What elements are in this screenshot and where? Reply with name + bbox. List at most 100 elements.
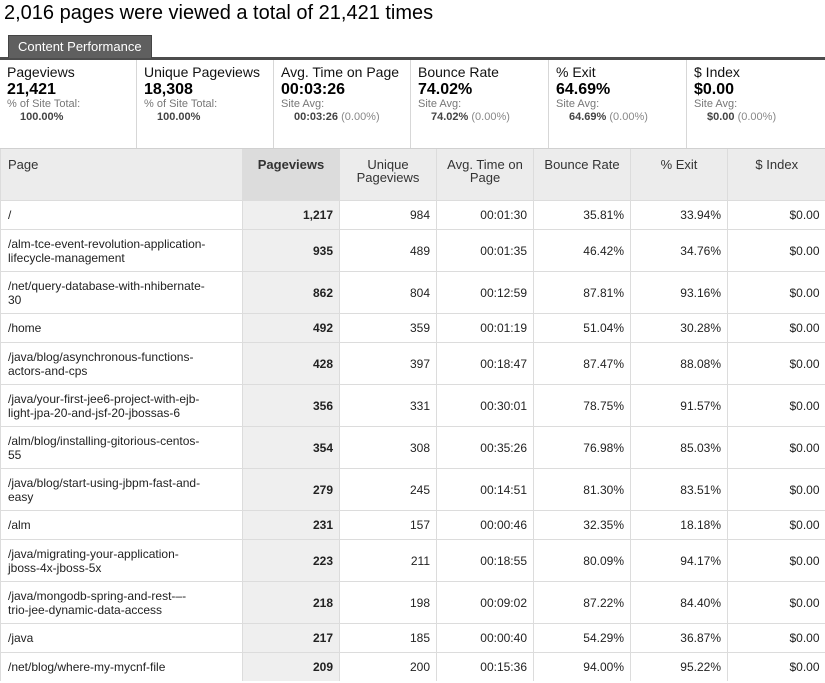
page-path-line: /net/query-database-with-nhibernate- [8, 278, 205, 293]
cell-pageviews: 492 [242, 313, 340, 343]
cell-page[interactable]: /java/mongodb-spring-and-rest-–- trio-jee… [0, 581, 243, 624]
metric-compare-pct: (0.00%) [609, 111, 648, 123]
cell-pageviews: 428 [242, 342, 340, 385]
cell-avg-time: 00:18:55 [436, 539, 534, 582]
tab-content-performance[interactable]: Content Performance [8, 35, 152, 58]
cell-index: $0.00 [727, 426, 825, 469]
column-header-page[interactable]: Page [0, 148, 243, 201]
table-row[interactable]: /java 217 185 00:00:40 54.29% 36.87% $0.00 [0, 623, 825, 653]
cell-index: $0.00 [727, 342, 825, 385]
tab-bar: Content Performance [0, 34, 825, 60]
cell-page[interactable]: /home [0, 313, 243, 343]
cell-avg-time: 00:35:26 [436, 426, 534, 469]
cell-bounce-rate: 35.81% [533, 200, 631, 230]
cell-index: $0.00 [727, 623, 825, 653]
metric-pageviews: Pageviews 21,421% of Site Total: 100.00% [0, 60, 137, 148]
cell-unique-pageviews: 157 [339, 510, 437, 540]
cell-unique-pageviews: 984 [339, 200, 437, 230]
metric-compare-pct: (0.00%) [471, 111, 510, 123]
metric-index: $ Index $0.00 Site Avg: $0.00 (0.00%) [687, 60, 825, 148]
cell-bounce-rate: 80.09% [533, 539, 631, 582]
table-row[interactable]: /alm-tce-event-revolution-application-li… [0, 229, 825, 272]
cell-index: $0.00 [727, 200, 825, 230]
table-row[interactable]: /java/mongodb-spring-and-rest-–- trio-jee… [0, 581, 825, 624]
table-row[interactable]: /alm 231 157 00:00:46 32.35% 18.18% $0.00 [0, 510, 825, 540]
cell-avg-time: 00:01:30 [436, 200, 534, 230]
metric-value: 00:03:26 [281, 81, 346, 98]
cell-page[interactable]: /java/blog/asynchronous-functions-actors… [0, 342, 243, 385]
cell-index: $0.00 [727, 510, 825, 540]
cell-bounce-rate: 46.42% [533, 229, 631, 272]
page-path-line: /net/blog/where-my-mycnf-file [8, 660, 166, 674]
metric-avg-time: Avg. Time on Page 00:03:26 Site Avg: 00:03:… [274, 60, 411, 148]
page-path-line: /java [8, 631, 34, 645]
cell-pageviews: 217 [242, 623, 340, 653]
column-header-exit[interactable]: % Exit [630, 148, 728, 201]
cell-pageviews: 279 [242, 468, 340, 511]
page-path-line: /java/blog/start-using-jbpm-fast-and- [8, 475, 201, 490]
metric-compare-pct: (0.00%) [341, 111, 380, 123]
cell-index: $0.00 [727, 652, 825, 681]
metric-compare-label: Site Avg: [556, 98, 600, 110]
metric-compare-value: 100.00% [144, 111, 273, 124]
cell-unique-pageviews: 211 [339, 539, 437, 582]
cell-unique-pageviews: 245 [339, 468, 437, 511]
table-row[interactable]: /java/blog/asynchronous-functions-actors… [0, 342, 825, 385]
cell-page[interactable]: /alm [0, 510, 243, 540]
cell-avg-time: 00:01:35 [436, 229, 534, 272]
cell-unique-pageviews: 308 [339, 426, 437, 469]
cell-pageviews: 209 [242, 652, 340, 681]
cell-exit: 93.16% [630, 271, 728, 314]
metric-compare-value: $0.00 (0.00%) [694, 111, 825, 124]
metric-compare-label: Site Avg: [418, 98, 462, 110]
metric-compare-value: 64.69% (0.00%) [556, 111, 686, 124]
cell-page[interactable]: /net/blog/where-my-mycnf-file [0, 652, 243, 681]
cell-page[interactable]: /java/your-first-jee6-project-with-ejb-l… [0, 384, 243, 427]
cell-exit: 94.17% [630, 539, 728, 582]
table-row[interactable]: /java/blog/start-using-jbpm-fast-and-eas… [0, 468, 825, 511]
cell-page[interactable]: /net/query-database-with-nhibernate- 30 [0, 271, 243, 314]
metric-title: Pageviews [7, 64, 75, 80]
page-path-line: /java/mongodb-spring-and-rest-–- [8, 588, 187, 603]
table-row[interactable]: / 1,217 984 00:01:30 35.81% 33.94% $0.00 [0, 200, 825, 230]
table-row[interactable]: /home 492 359 00:01:19 51.04% 30.28% $0.00 [0, 313, 825, 343]
cell-bounce-rate: 32.35% [533, 510, 631, 540]
cell-page[interactable]: /java/blog/start-using-jbpm-fast-and-eas… [0, 468, 243, 511]
table-row[interactable]: /java/your-first-jee6-project-with-ejb-l… [0, 384, 825, 427]
table-row[interactable]: /alm/blog/installing-gitorious-centos- 55… [0, 426, 825, 469]
column-header-avg-time[interactable]: Avg. Time on Page [436, 148, 534, 201]
column-header-index[interactable]: $ Index [727, 148, 825, 201]
cell-exit: 33.94% [630, 200, 728, 230]
cell-page[interactable]: /java [0, 623, 243, 653]
cell-page[interactable]: /alm/blog/installing-gitorious-centos- 55 [0, 426, 243, 469]
cell-index: $0.00 [727, 468, 825, 511]
cell-unique-pageviews: 397 [339, 342, 437, 385]
cell-page[interactable]: / [0, 200, 243, 230]
cell-avg-time: 00:15:36 [436, 652, 534, 681]
cell-bounce-rate: 78.75% [533, 384, 631, 427]
cell-pageviews: 356 [242, 384, 340, 427]
cell-page[interactable]: /alm-tce-event-revolution-application-li… [0, 229, 243, 272]
metric-compare-label: Site Avg: [281, 98, 325, 110]
column-header-pageviews[interactable]: Pageviews [242, 148, 340, 201]
page-path-line: easy [8, 489, 34, 504]
page-path-line: /java/blog/asynchronous-functions- [8, 349, 194, 364]
cell-unique-pageviews: 331 [339, 384, 437, 427]
cell-exit: 85.03% [630, 426, 728, 469]
cell-bounce-rate: 94.00% [533, 652, 631, 681]
metric-title: % Exit [556, 64, 596, 80]
cell-exit: 83.51% [630, 468, 728, 511]
table-row[interactable]: /net/blog/where-my-mycnf-file 209 200 00:15… [0, 652, 825, 681]
metric-value: 74.02% [418, 81, 473, 98]
column-header-bounce-rate[interactable]: Bounce Rate [533, 148, 631, 201]
metric-compare-number: 00:03:26 [294, 111, 339, 123]
column-header-unique-pageviews[interactable]: Unique Pageviews [339, 148, 437, 201]
table-row[interactable]: /net/query-database-with-nhibernate- 30 86… [0, 271, 825, 314]
cell-page[interactable]: /java/migrating-your-application-jboss-4… [0, 539, 243, 582]
cell-unique-pageviews: 198 [339, 581, 437, 624]
table-row[interactable]: /java/migrating-your-application-jboss-4… [0, 539, 825, 582]
cell-avg-time: 00:09:02 [436, 581, 534, 624]
content-table: Page Pageviews Unique Pageviews Avg. Tim… [0, 148, 825, 681]
page-path-line: /home [8, 321, 42, 335]
cell-exit: 91.57% [630, 384, 728, 427]
